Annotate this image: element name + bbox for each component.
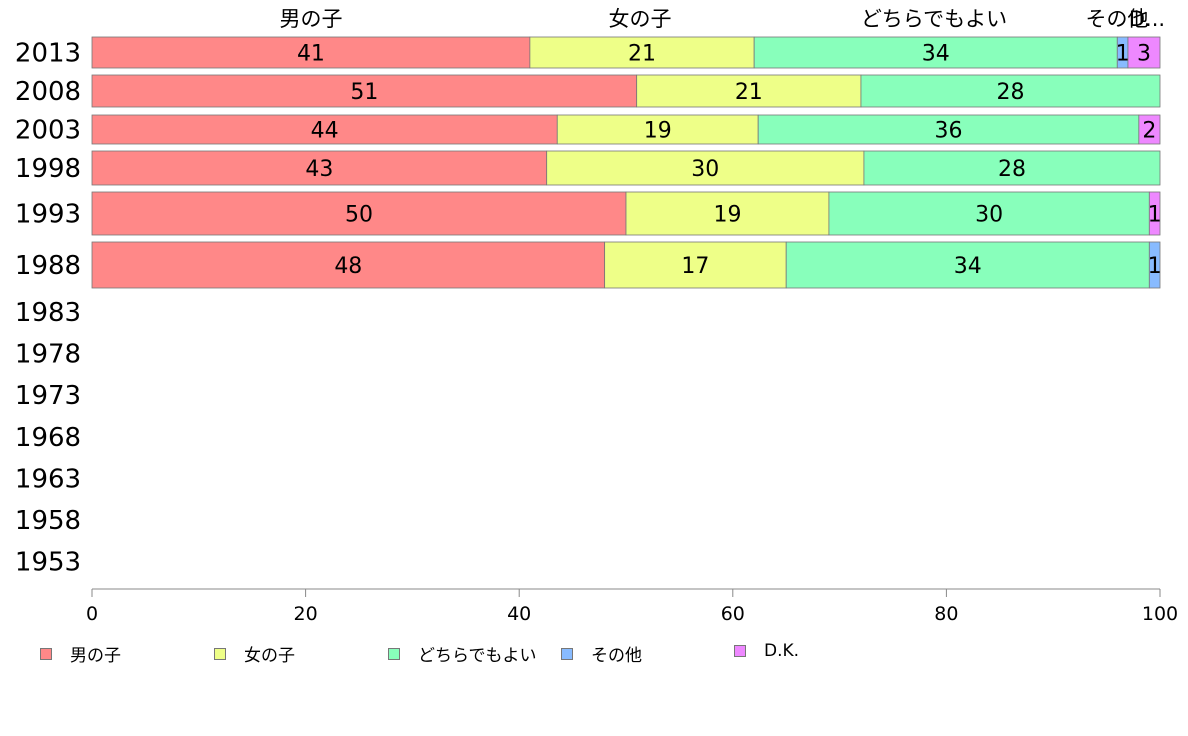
category-label: 1993 [15, 200, 81, 230]
value-label: 44 [311, 119, 339, 144]
top-series-labels: 男の子 女の子 どちらでもよい その他D... [280, 7, 1166, 31]
category-label: 1973 [15, 381, 81, 411]
value-label: 19 [644, 119, 672, 144]
top-series-label: 女の子 [609, 7, 672, 31]
value-label: 1 [1148, 254, 1162, 279]
value-label: 50 [345, 203, 373, 228]
value-label: 28 [998, 157, 1026, 182]
bar-segment [1127, 36, 1161, 69]
category-label: 2013 [15, 39, 81, 69]
bar-segment [1148, 191, 1161, 236]
value-label: 41 [297, 42, 325, 67]
value-label: 28 [996, 80, 1024, 105]
x-tick-label: 60 [721, 603, 745, 625]
value-label: 1 [1116, 42, 1130, 67]
bar-segment [863, 150, 1161, 186]
value-label: 21 [735, 80, 763, 105]
bar-segment [604, 241, 787, 289]
category-label: 1983 [15, 298, 81, 328]
x-tick-label: 100 [1142, 603, 1178, 625]
bar-segment [91, 114, 558, 145]
value-label: 17 [681, 254, 709, 279]
category-label: 1953 [15, 548, 81, 578]
x-tick-label: 80 [934, 603, 958, 625]
bar-segment [91, 191, 627, 236]
bar-segment [91, 150, 548, 186]
value-label: 30 [691, 157, 719, 182]
x-tick-label: 20 [294, 603, 318, 625]
bar-segment [1148, 241, 1161, 289]
top-series-label: どちらでもよい [861, 7, 1007, 31]
category-labels: 2013 2008 2003 1998 1993 1988 1983 1978 1973 1968… [15, 39, 81, 578]
category-label: 1978 [15, 340, 81, 370]
top-series-label: その他 [1086, 7, 1149, 31]
value-label: 43 [305, 157, 333, 182]
category-label: 1968 [15, 423, 81, 453]
value-label: 30 [975, 203, 1003, 228]
value-label: 34 [922, 42, 950, 67]
bar-segment [529, 36, 755, 69]
top-series-label: 男の子 [280, 7, 343, 31]
x-tick-label: 0 [86, 603, 98, 625]
value-label: 51 [350, 80, 378, 105]
category-label: 2003 [15, 116, 81, 146]
bar-segment [636, 74, 862, 108]
value-label: 3 [1137, 42, 1151, 67]
value-label: 36 [935, 119, 963, 144]
bar-segment [753, 36, 1118, 69]
bar-segment [757, 114, 1140, 145]
bar-segment [860, 74, 1161, 108]
category-label: 1988 [15, 251, 81, 281]
bar-segment [91, 36, 531, 69]
category-label: 2008 [15, 77, 81, 107]
bar-segment [785, 241, 1150, 289]
value-label: 1 [1148, 203, 1162, 228]
bar-segment [625, 191, 830, 236]
bar-segment [828, 191, 1150, 236]
top-series-label: D... [1129, 7, 1165, 31]
x-tick-label: 40 [507, 603, 531, 625]
bar-segment [91, 74, 638, 108]
bar-segment [91, 241, 606, 289]
value-label: 48 [334, 254, 362, 279]
value-label: 21 [628, 42, 656, 67]
category-label: 1963 [15, 464, 81, 494]
bar-segment [546, 150, 865, 186]
category-label: 1998 [15, 154, 81, 184]
value-label: 19 [713, 203, 741, 228]
bar-segment [1138, 114, 1161, 145]
value-label: 2 [1142, 119, 1156, 144]
value-label: 34 [954, 254, 982, 279]
x-axis: 0 20 40 60 80 100 [86, 588, 1178, 625]
category-label: 1958 [15, 506, 81, 536]
bar-segment [556, 114, 759, 145]
